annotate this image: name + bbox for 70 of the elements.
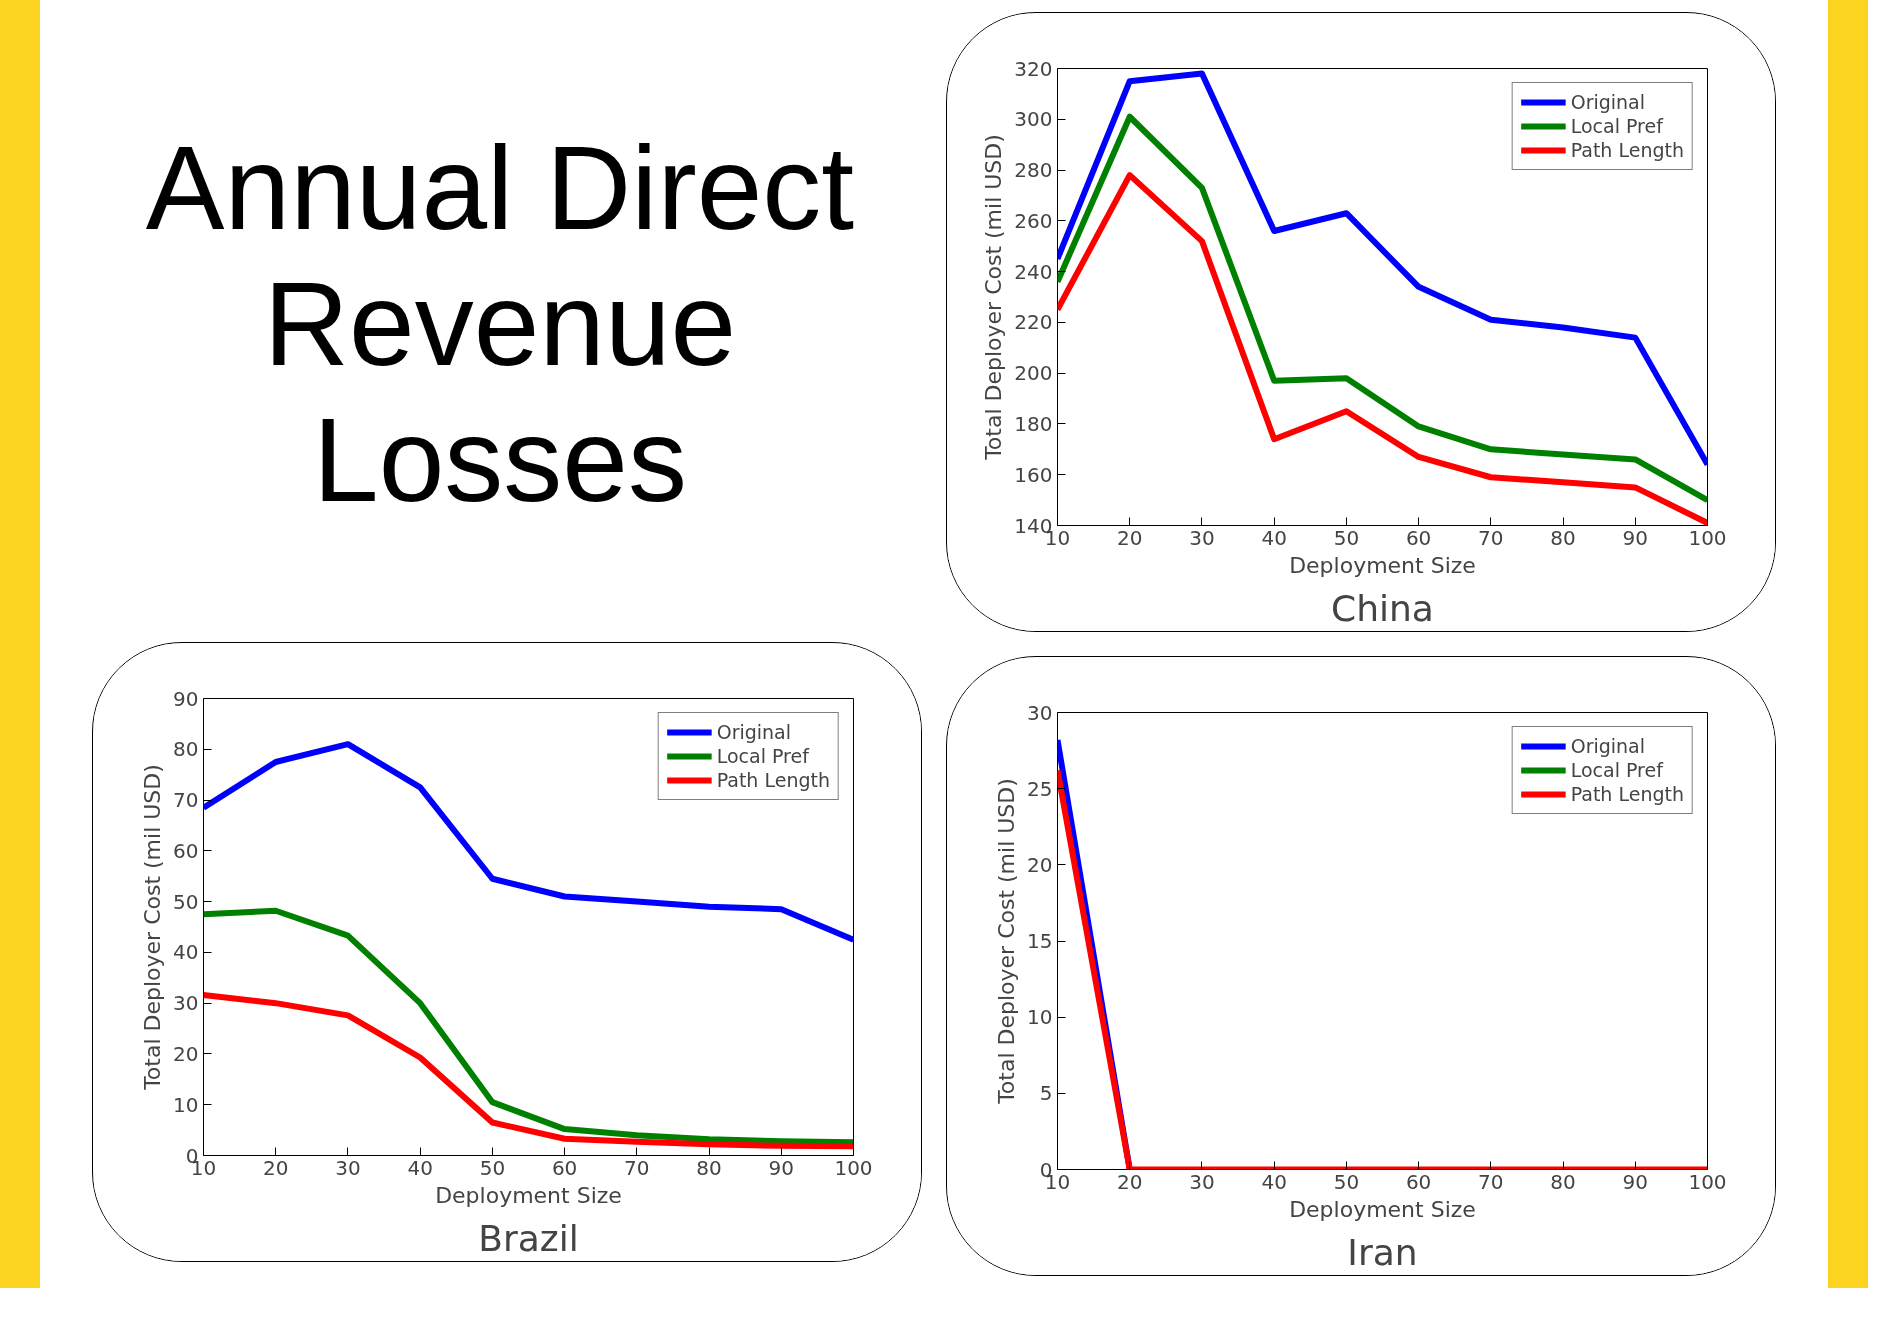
y-tick-label: 80 xyxy=(173,737,199,762)
y-tick-label: 90 xyxy=(173,686,199,711)
y-tick-label: 30 xyxy=(173,991,199,1016)
x-tick-label: 70 xyxy=(1478,525,1504,550)
legend-label: Original xyxy=(1570,735,1646,757)
y-tick-label: 5 xyxy=(1039,1081,1053,1106)
y-tick-label: 240 xyxy=(1014,259,1053,284)
y-axis-title: Total Deployer Cost (mil USD) xyxy=(981,134,1007,461)
legend-label: Path Length xyxy=(1570,783,1684,805)
legend-label: Path Length xyxy=(716,769,830,791)
y-tick-label: 280 xyxy=(1014,158,1053,183)
legend-label: Local Pref xyxy=(716,745,809,767)
x-axis-title: Deployment Size xyxy=(435,1182,622,1208)
x-tick-label: 50 xyxy=(1333,1169,1360,1194)
x-tick-label: 90 xyxy=(1622,1169,1649,1194)
x-tick-label: 50 xyxy=(1333,525,1360,550)
x-tick-label: 100 xyxy=(1688,1169,1727,1194)
y-tick-label: 180 xyxy=(1014,411,1053,436)
y-tick-label: 20 xyxy=(173,1041,199,1066)
x-tick-label: 20 xyxy=(263,1155,289,1180)
legend-label: Original xyxy=(716,721,792,743)
y-tick-label: 160 xyxy=(1014,462,1053,487)
y-axis-title: Total Deployer Cost (mil USD) xyxy=(140,764,166,1091)
x-tick-label: 60 xyxy=(1405,525,1432,550)
x-tick-label: 80 xyxy=(1550,525,1576,550)
y-tick-label: 20 xyxy=(1027,852,1053,877)
x-tick-label: 40 xyxy=(1261,525,1287,550)
y-tick-label: 200 xyxy=(1014,361,1053,386)
legend-label: Local Pref xyxy=(1570,759,1663,781)
legend-label: Original xyxy=(1570,91,1646,113)
y-axis-title: Total Deployer Cost (mil USD) xyxy=(994,778,1020,1105)
text: Annual Direct Revenue Losses xyxy=(145,121,855,528)
y-tick-label: 260 xyxy=(1014,208,1053,233)
y-tick-label: 50 xyxy=(173,889,199,914)
x-tick-label: 90 xyxy=(1622,525,1649,550)
x-tick-label: 70 xyxy=(1478,1169,1504,1194)
x-tick-label: 30 xyxy=(1189,1169,1215,1194)
text: Brazil xyxy=(478,1217,579,1259)
y-tick-label: 320 xyxy=(1014,56,1053,81)
y-tick-label: 60 xyxy=(173,838,199,863)
x-axis-title: Deployment Size xyxy=(1289,552,1476,578)
x-tick-label: 40 xyxy=(1261,1169,1287,1194)
text: China xyxy=(1331,587,1434,629)
x-tick-label: 100 xyxy=(1688,525,1727,550)
x-tick-label: 40 xyxy=(407,1155,433,1180)
x-tick-label: 90 xyxy=(768,1155,795,1180)
x-tick-label: 20 xyxy=(1117,525,1143,550)
y-tick-label: 10 xyxy=(1027,1005,1053,1030)
y-tick-label: 15 xyxy=(1027,929,1053,953)
y-tick-label: 300 xyxy=(1014,107,1053,132)
x-tick-label: 60 xyxy=(551,1155,578,1180)
x-tick-label: 50 xyxy=(479,1155,506,1180)
x-tick-label: 60 xyxy=(1405,1169,1432,1194)
y-tick-label: 220 xyxy=(1014,310,1053,335)
x-tick-label: 70 xyxy=(624,1155,650,1180)
x-tick-label: 80 xyxy=(1550,1169,1576,1194)
y-tick-label: 25 xyxy=(1027,776,1053,801)
x-axis-title: Deployment Size xyxy=(1289,1196,1476,1222)
text: Iran xyxy=(1347,1231,1418,1273)
legend-label: Local Pref xyxy=(1570,115,1663,137)
x-tick-label: 30 xyxy=(335,1155,361,1180)
y-tick-label: 30 xyxy=(1027,700,1053,725)
x-tick-label: 80 xyxy=(696,1155,722,1180)
y-tick-label: 70 xyxy=(173,788,199,813)
x-tick-label: 20 xyxy=(1117,1169,1143,1194)
x-tick-label: 30 xyxy=(1189,525,1215,550)
legend-label: Path Length xyxy=(1570,139,1684,161)
x-tick-label: 100 xyxy=(834,1155,873,1180)
y-tick-label: 10 xyxy=(173,1092,199,1117)
y-tick-label: 40 xyxy=(173,940,199,965)
